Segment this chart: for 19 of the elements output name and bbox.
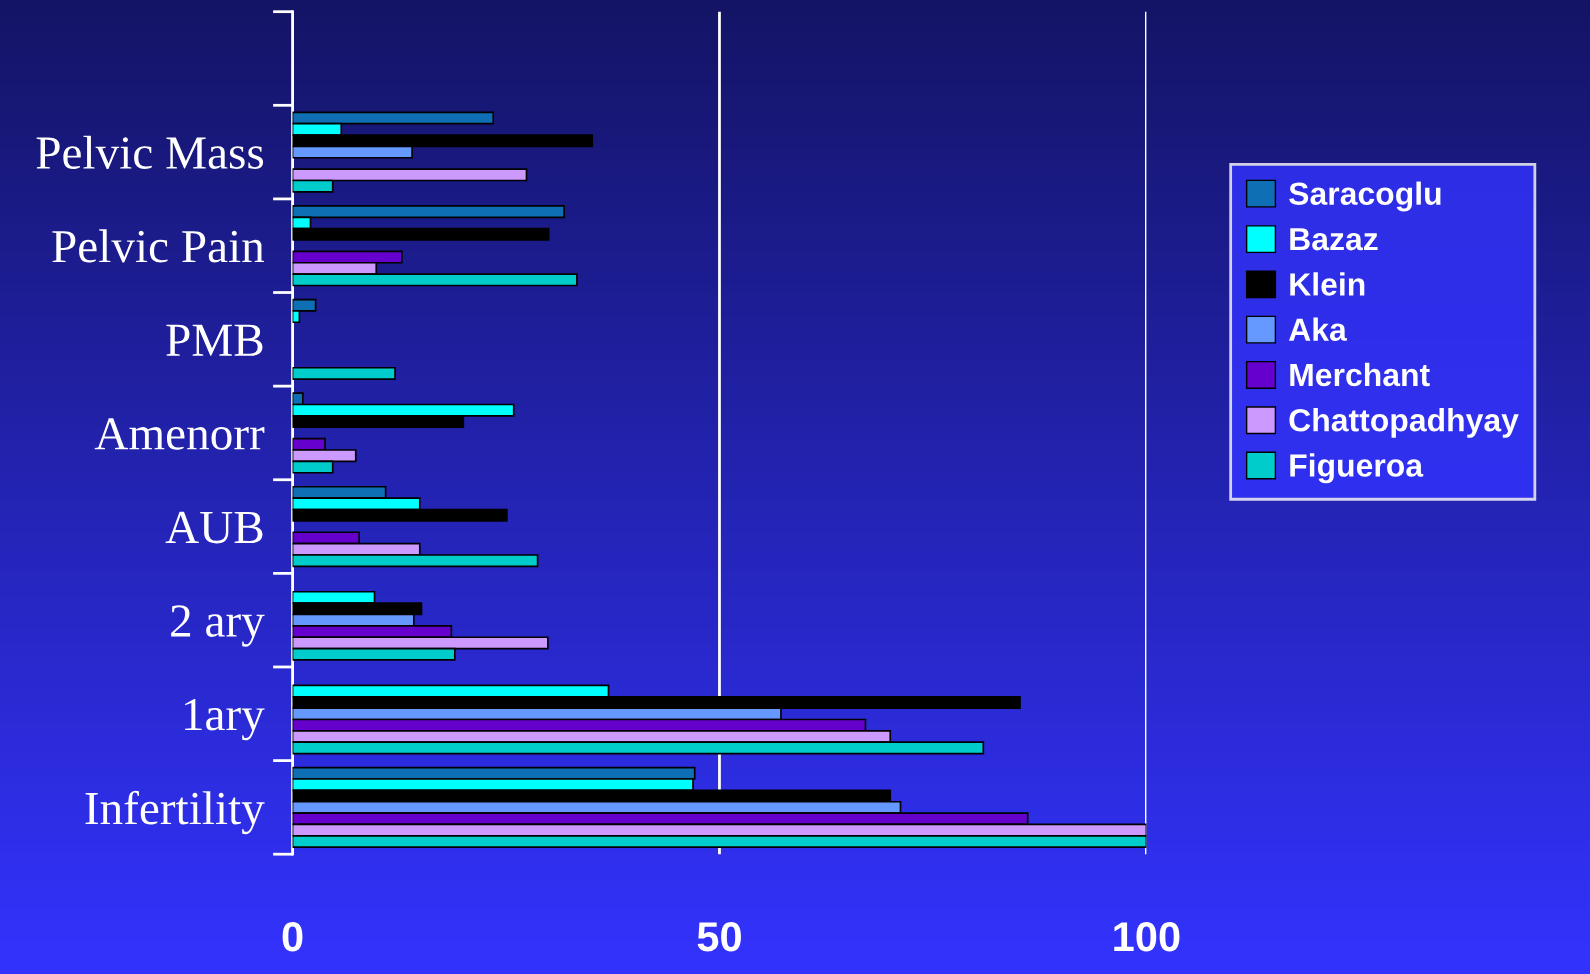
y-tick-label: Infertility <box>85 790 265 835</box>
legend-label: Aka <box>1288 317 1347 341</box>
legend-label: Figueroa <box>1290 453 1424 484</box>
y-tick-label: Pelvic Mass <box>36 135 264 169</box>
y-tick-label: Amenorr <box>94 418 265 450</box>
y-tick-label: 1ary <box>185 698 265 741</box>
legend-label: Saracoglu <box>1289 181 1441 212</box>
x-tick-label: 100 <box>1114 921 1180 952</box>
y-tick-label: Pelvic Pain <box>52 229 265 263</box>
legend-label: Klein <box>1290 272 1365 296</box>
y-tick-label: AUB <box>165 511 263 544</box>
bar <box>292 366 396 380</box>
legend-label: Chattopadhyay <box>1289 408 1519 438</box>
legend-label: Bazaz <box>1290 228 1378 251</box>
legend-label: Merchant <box>1290 362 1430 387</box>
y-tick-label: 2 ary <box>171 605 265 647</box>
x-tick-label: 50 <box>697 921 741 952</box>
y-tick-label: PMB <box>166 324 263 356</box>
x-tick-label: 0 <box>282 921 303 952</box>
